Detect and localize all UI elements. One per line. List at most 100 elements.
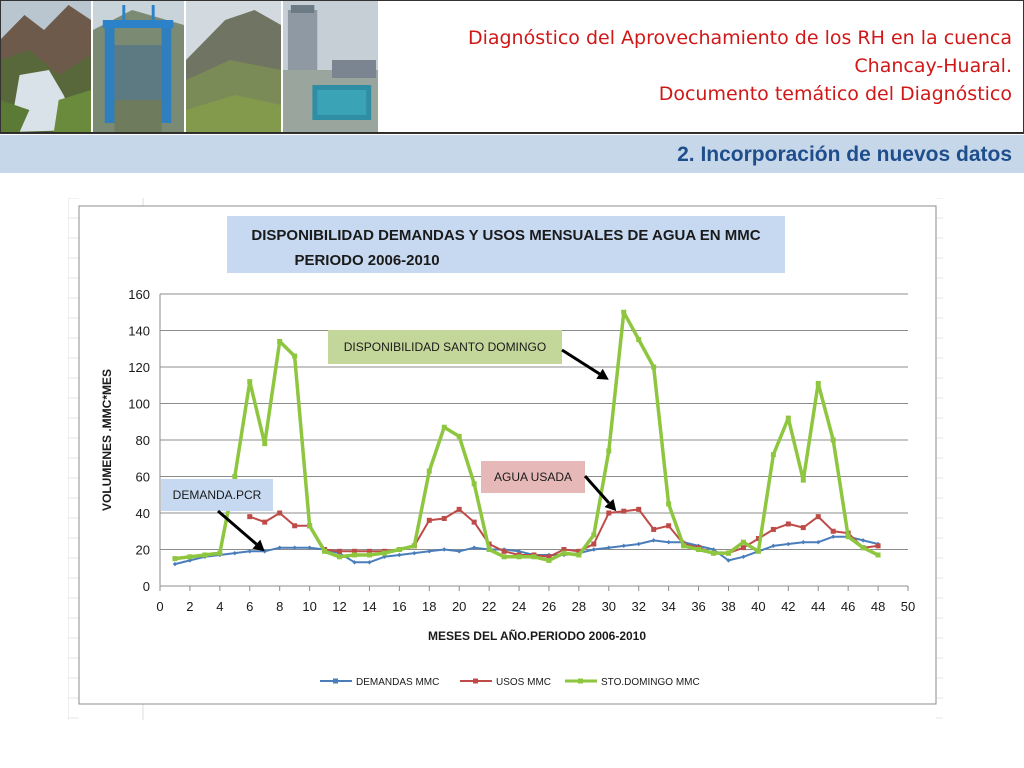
data-point	[606, 448, 612, 454]
valley-photo	[186, 0, 283, 132]
x-tick-label: 50	[901, 599, 915, 614]
x-tick-label: 26	[542, 599, 556, 614]
annotation-arrowhead	[252, 539, 265, 552]
document-title: Diagnóstico del Aprovechamiento de los R…	[392, 24, 1012, 108]
x-tick-label: 40	[751, 599, 765, 614]
annotation-box	[161, 479, 273, 511]
chart-area	[78, 205, 937, 705]
x-tick-label: 48	[871, 599, 885, 614]
data-point	[815, 380, 821, 386]
x-axis-label: MESES DEL AÑO.PERIODO 2006-2010	[428, 628, 646, 643]
data-point	[725, 550, 731, 556]
y-tick-label: 80	[136, 433, 150, 448]
data-point	[322, 548, 328, 554]
y-axis-label: VOLUMENES .MMC*MES	[100, 369, 114, 511]
x-tick-label: 18	[422, 599, 436, 614]
data-point	[875, 543, 881, 549]
x-tick-label: 24	[512, 599, 526, 614]
annotations: DISPONIBILIDAD SANTO DOMINGO AGUA USADA DE…	[161, 330, 617, 552]
y-tick-label: 40	[136, 506, 150, 521]
data-point	[830, 437, 836, 443]
y-tick-label: 100	[128, 397, 150, 412]
data-point	[277, 338, 283, 344]
data-point	[337, 554, 343, 560]
data-point	[247, 379, 253, 385]
x-tick-label: 42	[781, 599, 795, 614]
data-point	[456, 506, 462, 512]
x-tick-label: 16	[392, 599, 406, 614]
data-point	[830, 528, 836, 534]
data-point	[770, 452, 776, 458]
data-point	[277, 510, 283, 516]
data-point	[591, 541, 597, 547]
document-title-line-3: Documento temático del Diagnóstico	[658, 83, 1012, 105]
data-point	[352, 560, 357, 565]
x-tick-label: 14	[362, 599, 376, 614]
data-point	[411, 543, 417, 549]
data-point	[711, 550, 717, 556]
data-point	[561, 547, 567, 552]
annotation-arrowhead	[596, 368, 609, 380]
data-point	[786, 541, 791, 547]
x-tick-label: 30	[602, 599, 616, 614]
data-point	[366, 552, 372, 558]
annotation-arrow	[583, 475, 611, 504]
data-point	[591, 532, 597, 538]
y-tick-label: 60	[136, 470, 150, 485]
river-photo	[0, 0, 93, 132]
data-point	[785, 521, 791, 527]
data-point	[845, 534, 851, 540]
treatment-plant-photo	[283, 0, 380, 132]
x-tick-label: 32	[631, 599, 645, 614]
x-tick-label: 22	[482, 599, 496, 614]
x-tick-label: 6	[246, 599, 253, 614]
intake-gate-photo	[93, 0, 186, 132]
data-point	[591, 547, 597, 552]
data-point	[381, 550, 387, 556]
y-tick-label: 140	[128, 324, 150, 339]
data-point	[456, 433, 462, 439]
x-tick-label: 28	[572, 599, 586, 614]
data-point	[860, 545, 866, 551]
data-point	[741, 554, 746, 559]
data-point	[740, 539, 746, 545]
x-tick-label: 38	[721, 599, 735, 614]
data-point	[831, 534, 836, 539]
data-point	[412, 550, 417, 556]
data-point	[785, 415, 791, 421]
data-point	[651, 538, 656, 543]
y-tick-label: 160	[128, 287, 150, 302]
x-tick-label: 0	[156, 599, 163, 614]
data-point	[636, 506, 642, 512]
data-point	[292, 523, 298, 529]
data-point	[187, 554, 193, 560]
data-point	[202, 552, 208, 558]
annotation-box	[328, 330, 562, 364]
data-point	[501, 548, 507, 554]
x-tick-label: 46	[841, 599, 855, 614]
annotation-arrowhead	[604, 498, 617, 512]
legend-marker	[333, 678, 338, 684]
data-point	[262, 519, 268, 525]
section-title: 2. Incorporación de nuevos datos	[677, 143, 1012, 166]
data-point	[367, 560, 372, 565]
data-point	[636, 337, 642, 343]
data-point	[711, 547, 716, 552]
data-point	[531, 554, 537, 560]
chart: DISPONIBILIDAD DEMANDAS Y USOS MENSUALES…	[68, 198, 943, 720]
data-point	[366, 548, 372, 554]
data-point	[471, 519, 477, 525]
data-point	[351, 552, 357, 558]
data-point	[501, 554, 507, 560]
x-tick-label: 36	[691, 599, 705, 614]
legend: DEMANDAS MMC USOS MMC STO.DOMINGO MMC	[320, 677, 700, 688]
y-tick-label: 20	[136, 543, 150, 558]
x-tick-label: 20	[452, 599, 466, 614]
data-point	[232, 474, 238, 479]
data-point	[576, 552, 582, 558]
x-tick-label: 12	[332, 599, 346, 614]
data-point	[651, 526, 657, 532]
data-point	[696, 547, 702, 552]
document-title-line-2: Chancay-Huaral.	[854, 55, 1012, 77]
data-point	[666, 523, 672, 529]
